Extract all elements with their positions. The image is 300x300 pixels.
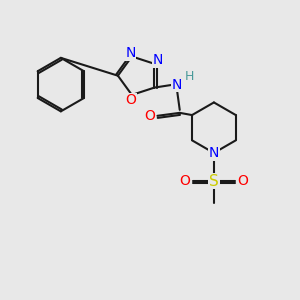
Text: O: O	[125, 93, 136, 107]
Text: O: O	[237, 174, 248, 188]
Text: O: O	[145, 109, 155, 123]
Text: H: H	[184, 70, 194, 83]
Text: S: S	[209, 174, 219, 189]
Text: N: N	[209, 146, 219, 160]
Text: N: N	[125, 46, 136, 60]
Text: N: N	[153, 53, 163, 67]
Text: N: N	[172, 78, 182, 92]
Text: O: O	[180, 174, 190, 188]
